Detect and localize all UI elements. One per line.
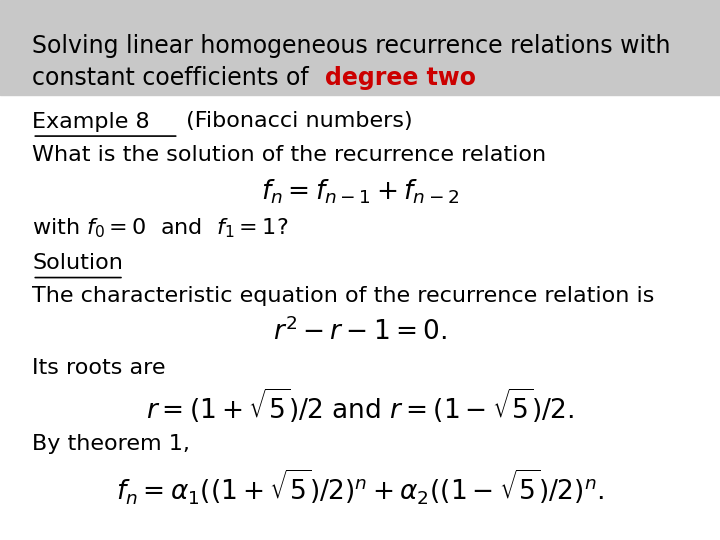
- Text: with $f_0 = 0$  and  $f_1 = 1$?: with $f_0 = 0$ and $f_1 = 1$?: [32, 216, 289, 240]
- Text: The characteristic equation of the recurrence relation is: The characteristic equation of the recur…: [32, 286, 654, 306]
- Text: Its roots are: Its roots are: [32, 358, 166, 379]
- Text: $f_n = f_{n-1} + f_{n-2}$: $f_n = f_{n-1} + f_{n-2}$: [261, 178, 459, 206]
- Text: (Fibonacci numbers): (Fibonacci numbers): [179, 111, 412, 132]
- Text: Example 8: Example 8: [32, 111, 150, 132]
- Text: $r^2 - r - 1 = 0.$: $r^2 - r - 1 = 0.$: [273, 318, 447, 346]
- Text: degree two: degree two: [325, 66, 477, 90]
- Text: What is the solution of the recurrence relation: What is the solution of the recurrence r…: [32, 145, 546, 165]
- Text: $r = (1 + \sqrt{5})/2$ and $r = (1 - \sqrt{5})/2.$: $r = (1 + \sqrt{5})/2$ and $r = (1 - \sq…: [146, 387, 574, 426]
- Text: $f_n = \alpha_1((1 + \sqrt{5})/2)^n + \alpha_2((1 - \sqrt{5})/2)^n.$: $f_n = \alpha_1((1 + \sqrt{5})/2)^n + \a…: [116, 468, 604, 507]
- Text: Solution: Solution: [32, 253, 123, 273]
- Text: By theorem 1,: By theorem 1,: [32, 434, 190, 454]
- Text: Solving linear homogeneous recurrence relations with: Solving linear homogeneous recurrence re…: [32, 34, 671, 58]
- Bar: [0, 0, 720, 94]
- Text: constant coefficients of: constant coefficients of: [32, 66, 317, 90]
